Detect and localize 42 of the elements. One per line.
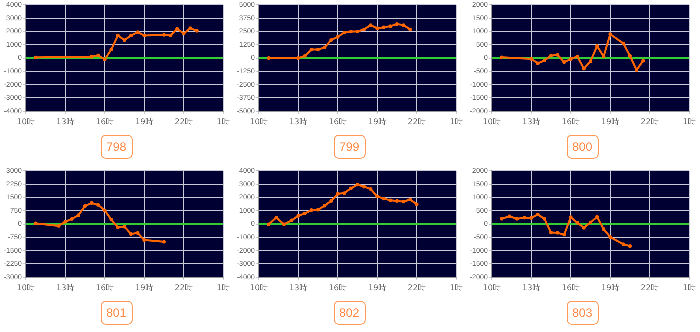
x-tick-label: 1時 [682, 283, 696, 292]
x-tick-label: 13時 [522, 283, 541, 292]
x-tick-label: 16時 [328, 117, 348, 126]
text: 801 [100, 301, 133, 325]
x-tick-label: 22時 [174, 283, 194, 292]
x-tick-label: 1時 [216, 117, 230, 126]
text: 803 [566, 301, 599, 325]
x-tick-label: 19時 [368, 117, 387, 126]
x-tick-label: 22時 [174, 117, 194, 126]
x-tick-label: 13時 [56, 283, 75, 292]
x-tick-label: 10時 [16, 117, 36, 126]
x-tick-label: 13時 [289, 117, 308, 126]
text: 799 [333, 135, 366, 159]
x-tick-label: 19時 [368, 283, 387, 292]
x-tick-label: 1時 [682, 117, 696, 126]
x-tick-label: 10時 [250, 117, 268, 126]
text: 802 [333, 301, 366, 325]
x-tick-label: 13時 [522, 117, 541, 126]
text: 798 [100, 135, 133, 159]
x-tick-label: 19時 [601, 283, 620, 292]
x-tick-label: 13時 [289, 283, 308, 292]
x-tick-label: 22時 [408, 117, 426, 126]
x-tick-label: 19時 [135, 117, 154, 126]
x-tick-label: 22時 [640, 283, 660, 292]
x-tick-label: 19時 [135, 283, 154, 292]
x-tick-label: 1時 [216, 283, 230, 292]
text: 800 [566, 135, 599, 159]
x-tick-label: 10時 [16, 283, 36, 292]
x-tick-label: 22時 [640, 117, 660, 126]
x-tick-label: 22時 [408, 283, 426, 292]
x-tick-label: 19時 [601, 117, 620, 126]
x-tick-label: 1時 [450, 283, 463, 292]
x-tick-label: 16時 [562, 283, 580, 292]
x-tick-label: 16時 [562, 117, 580, 126]
x-tick-label: 13時 [56, 117, 75, 126]
x-tick-label: 10時 [482, 117, 502, 126]
x-tick-label: 16時 [328, 283, 348, 292]
x-tick-label: 10時 [482, 283, 502, 292]
x-tick-label: 16時 [96, 117, 114, 126]
x-tick-label: 16時 [96, 283, 114, 292]
x-tick-label: 10時 [250, 283, 268, 292]
x-tick-label: 1時 [450, 117, 463, 126]
